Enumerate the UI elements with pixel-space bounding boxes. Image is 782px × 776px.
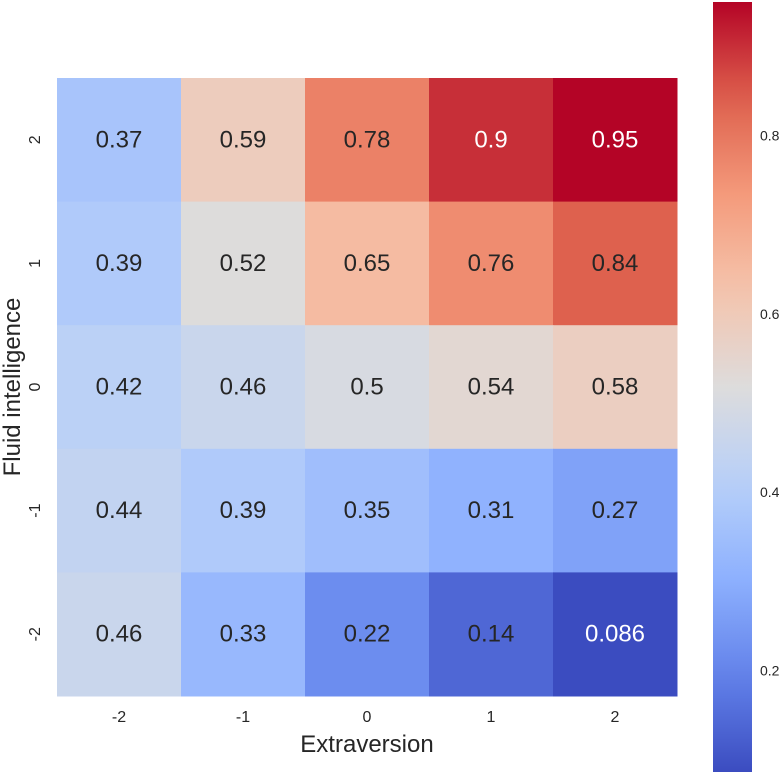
y-tick-label: 0	[27, 382, 44, 391]
heatmap-cell	[553, 201, 678, 326]
cell-value-label: 0.95	[592, 126, 639, 153]
cell-value-label: 0.31	[468, 497, 515, 524]
heatmap-cell	[181, 325, 306, 450]
heatmap-cell	[57, 325, 182, 450]
cell-value-label: 0.086	[585, 621, 645, 648]
cell-value-label: 0.59	[220, 126, 267, 153]
cell-value-label: 0.39	[220, 497, 267, 524]
colorbar-ticks: 0.2 0.4 0.6 0.8	[760, 128, 780, 679]
cell-value-label: 0.76	[468, 250, 515, 277]
heatmap-cell	[181, 448, 306, 573]
cell-value-label: 0.14	[468, 621, 515, 648]
heatmap-cell	[429, 201, 554, 326]
heatmap-cell	[429, 572, 554, 697]
cell-value-label: 0.27	[592, 497, 639, 524]
heatmap-cell	[553, 448, 678, 573]
y-tick-label: -2	[27, 627, 44, 641]
heatmap-cell	[305, 448, 430, 573]
heatmap-cell	[305, 325, 430, 450]
heatmap-cells	[57, 78, 678, 697]
cell-value-label: 0.39	[96, 250, 143, 277]
y-tick-label: 1	[27, 259, 44, 268]
heatmap-cell	[553, 572, 678, 697]
cell-value-label: 0.46	[220, 374, 267, 401]
x-tick-label: -2	[112, 709, 126, 726]
y-tick-label: 2	[27, 135, 44, 144]
colorbar-tick-label: 0.2	[760, 662, 780, 678]
x-axis-ticks: -2 -1 0 1 2	[112, 709, 620, 726]
cell-value-label: 0.33	[220, 621, 267, 648]
cell-value-label: 0.5	[350, 374, 383, 401]
heatmap-cell	[181, 572, 306, 697]
heatmap-cell	[57, 448, 182, 573]
heatmap-cell	[57, 572, 182, 697]
heatmap-cell	[305, 201, 430, 326]
cell-value-label: 0.42	[96, 374, 143, 401]
heatmap-cell	[553, 78, 678, 203]
cell-value-label: 0.54	[468, 374, 515, 401]
y-axis-ticks: 2 1 0 -1 -2	[27, 135, 44, 641]
x-tick-label: 2	[611, 709, 620, 726]
heatmap-cell	[181, 201, 306, 326]
cell-value-label: 0.22	[344, 621, 391, 648]
heatmap-cell	[57, 78, 182, 203]
cell-value-label: 0.84	[592, 250, 639, 277]
heatmap-cell-labels: 0.37 0.59 0.78 0.9 0.95 0.39 0.52 0.65 0.76 0.84 0…	[96, 126, 645, 647]
cell-value-label: 0.9	[474, 126, 507, 153]
cell-value-label: 0.78	[344, 126, 391, 153]
heatmap-cell	[305, 572, 430, 697]
cell-value-label: 0.65	[344, 250, 391, 277]
heatmap-cell	[429, 325, 554, 450]
y-tick-label: -1	[27, 503, 44, 517]
heatmap-cell	[305, 78, 430, 203]
y-axis-title: Fluid intelligence	[0, 298, 26, 477]
x-tick-label: 1	[487, 709, 496, 726]
colorbar	[713, 2, 752, 772]
x-tick-label: 0	[363, 709, 372, 726]
heatmap-cell	[553, 325, 678, 450]
cell-value-label: 0.37	[96, 126, 143, 153]
cell-value-label: 0.35	[344, 497, 391, 524]
colorbar-tick-label: 0.8	[760, 128, 780, 144]
cell-value-label: 0.44	[96, 497, 143, 524]
heatmap-cell	[181, 78, 306, 203]
colorbar-tick-label: 0.4	[760, 484, 780, 500]
heatmap-cell	[429, 448, 554, 573]
heatmap-cell	[429, 78, 554, 203]
cell-value-label: 0.52	[220, 250, 267, 277]
colorbar-tick-label: 0.6	[760, 306, 780, 322]
heatmap-cell	[57, 201, 182, 326]
x-tick-label: -1	[236, 709, 250, 726]
x-axis-title: Extraversion	[300, 731, 433, 758]
cell-value-label: 0.46	[96, 621, 143, 648]
cell-value-label: 0.58	[592, 374, 639, 401]
